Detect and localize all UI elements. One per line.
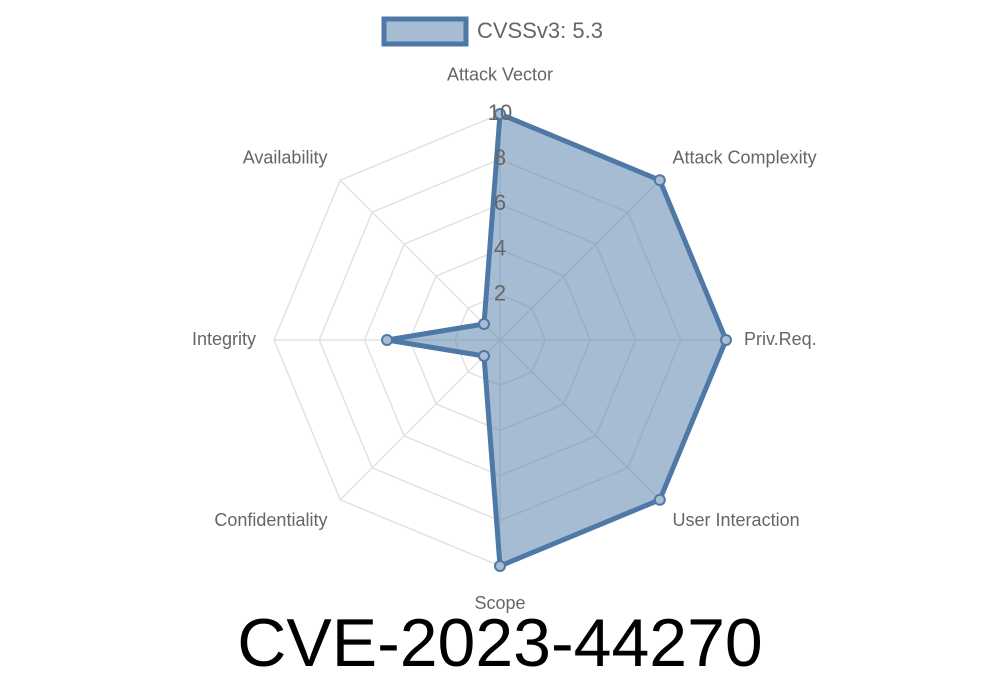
legend-swatch (381, 16, 469, 47)
data-point (478, 318, 491, 331)
tick-label: 6 (494, 190, 506, 215)
axis-label: Availability (243, 148, 328, 168)
legend-label: CVSSv3: 5.3 (477, 18, 603, 43)
spoke (339, 339, 501, 501)
axis-label: User Interaction (673, 510, 800, 530)
data-point (478, 349, 491, 362)
data-point (720, 334, 732, 346)
spoke (339, 179, 501, 341)
axis-label: Priv.Req. (744, 329, 817, 349)
axis-label: Attack Vector (447, 65, 553, 85)
data-point (494, 560, 506, 572)
data-point (381, 334, 393, 346)
data-point (494, 108, 506, 120)
axis-label: Attack Complexity (673, 148, 817, 168)
chart-title: CVE-2023-44270 (237, 605, 762, 681)
axis-label: Integrity (192, 329, 256, 349)
tick-label: 10 (488, 100, 512, 125)
axis-label: Scope (474, 593, 525, 613)
tick-label: 4 (494, 235, 506, 260)
series-area (384, 111, 729, 569)
tick-label: 2 (494, 281, 506, 306)
axis-label: Confidentiality (214, 510, 327, 530)
data-point (653, 493, 666, 506)
tick-label: 8 (494, 145, 506, 170)
data-point (653, 174, 666, 187)
